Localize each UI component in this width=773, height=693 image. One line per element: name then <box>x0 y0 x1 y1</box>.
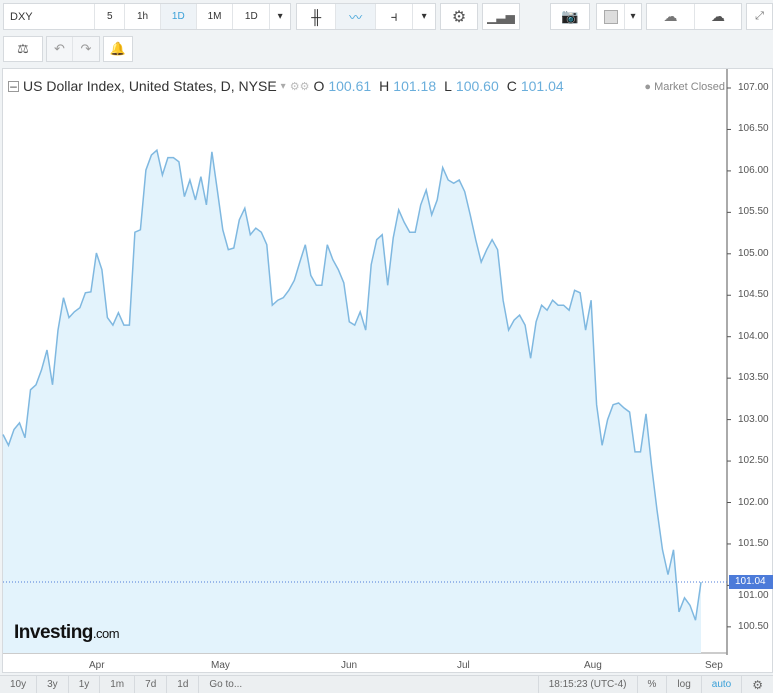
interval-1m[interactable]: 1M <box>197 4 234 29</box>
interval-1d[interactable]: 1D <box>160 4 197 29</box>
market-status: ● Market Closed <box>644 81 725 93</box>
last-price-tag: 101.04 <box>729 575 773 589</box>
chart-type-toolbar: ╫ 〰 ⫞ ▾ <box>296 3 436 30</box>
undo-redo-group: ↶ ↷ <box>46 36 100 62</box>
market-status-text: Market Closed <box>654 81 725 93</box>
interval-1h[interactable]: 1h <box>125 4 161 29</box>
legend-title: US Dollar Index, United States, D, NYSE <box>23 78 277 94</box>
color-group: ▾ <box>596 3 642 30</box>
clock: 18:15:23 (UTC-4) <box>537 676 638 693</box>
color-swatch[interactable] <box>597 4 625 29</box>
range-1d[interactable]: 1d <box>167 676 200 693</box>
close-label: C <box>506 78 517 94</box>
add-alert-icon[interactable]: 🔔 <box>109 41 127 56</box>
gear-icon[interactable]: ⚙ <box>451 8 467 26</box>
candlestick-icon[interactable]: ╫ <box>297 4 337 29</box>
chevron-down-icon[interactable]: ▾ <box>277 11 283 22</box>
cloud-upload-icon[interactable]: ☁ <box>711 8 725 24</box>
y-tick-label: 105.00 <box>738 247 769 259</box>
settings-icon[interactable]: ⚙⚙ <box>289 80 310 93</box>
x-tick-label: Aug <box>584 660 602 671</box>
y-tick-label: 104.50 <box>738 289 769 301</box>
range-1m[interactable]: 1m <box>100 676 136 693</box>
goto-button[interactable]: Go to... <box>209 679 243 690</box>
y-tick-label: 103.50 <box>738 372 769 384</box>
undo-icon[interactable]: ↶ <box>47 37 73 61</box>
symbol-input[interactable]: DXY <box>4 4 96 29</box>
snapshot-group: 📷 <box>550 3 590 30</box>
redo-icon[interactable]: ↷ <box>80 41 92 56</box>
gear-icon[interactable]: ⚙ <box>752 677 763 692</box>
alert-group: 🔔 <box>103 36 133 62</box>
fullscreen-group: ⤢ <box>746 3 773 30</box>
open-value: 100.61 <box>328 78 372 94</box>
collapse-icon[interactable]: – <box>8 80 19 92</box>
y-tick-label: 102.50 <box>738 455 769 467</box>
chart-legend: – US Dollar Index, United States, D, NYS… <box>8 78 564 94</box>
price-area <box>3 150 701 653</box>
low-value: 100.60 <box>455 78 499 94</box>
x-tick-label: May <box>211 660 230 671</box>
settings-group: ⚙ <box>440 3 478 30</box>
camera-icon[interactable]: 📷 <box>561 8 579 24</box>
indicators-group: ▁▃▅ <box>482 3 520 30</box>
indicators-icon[interactable]: ▁▃▅ <box>487 9 515 24</box>
cloud-download-icon[interactable]: ☁ <box>647 4 695 29</box>
range-3y[interactable]: 3y <box>37 676 69 693</box>
high-label: H <box>379 78 390 94</box>
range-10y[interactable]: 10y <box>0 676 38 693</box>
y-tick-label: 106.00 <box>738 164 769 176</box>
interval-toolbar: DXY 5 1h 1D 1M 1D ▾ <box>3 3 291 30</box>
y-tick-label: 106.50 <box>738 123 769 135</box>
y-tick-label: 101.00 <box>738 590 769 601</box>
interval-select[interactable]: 1D <box>233 4 271 29</box>
auto-toggle[interactable]: auto <box>702 676 743 693</box>
chevron-down-icon[interactable]: ▾ <box>630 11 636 22</box>
range-1y[interactable]: 1y <box>69 676 101 693</box>
line-chart-icon[interactable]: 〰 <box>336 4 376 29</box>
investing-logo: Investing.com <box>14 622 120 643</box>
percent-toggle[interactable]: % <box>638 676 668 693</box>
low-label: L <box>444 78 452 94</box>
price-line <box>2 148 702 621</box>
scales-icon[interactable]: ⚖ <box>17 41 29 56</box>
y-tick-label: 105.50 <box>738 206 769 218</box>
y-tick-label: 104.00 <box>738 330 769 342</box>
y-tick-label: 101.50 <box>738 537 769 549</box>
chevron-down-icon[interactable]: ▾ <box>280 80 286 92</box>
open-label: O <box>313 78 325 94</box>
high-value: 101.18 <box>393 78 437 94</box>
range-7d[interactable]: 7d <box>135 676 168 693</box>
bottom-bar: 10y 3y 1y 1m 7d 1d Go to... 18:15:23 (UT… <box>0 675 773 693</box>
close-value: 101.04 <box>520 78 564 94</box>
log-toggle[interactable]: log <box>667 676 702 693</box>
bars-icon[interactable]: ⫞ <box>376 4 414 29</box>
interval-5[interactable]: 5 <box>95 4 126 29</box>
x-tick-label: Jul <box>457 660 470 671</box>
y-tick-label: 100.50 <box>738 620 769 632</box>
cloud-group: ☁ ☁ <box>646 3 742 30</box>
y-tick-label: 107.00 <box>738 82 769 93</box>
x-tick-label: Sep <box>705 660 723 671</box>
y-tick-label: 103.00 <box>738 413 769 425</box>
y-tick-label: 102.00 <box>738 496 769 508</box>
x-tick-label: Jun <box>341 660 358 671</box>
fullscreen-icon[interactable]: ⤢ <box>755 10 764 22</box>
compare-group: ⚖ <box>3 36 43 62</box>
x-tick-label: Apr <box>89 660 105 671</box>
chevron-down-icon[interactable]: ▾ <box>421 11 427 22</box>
status-dot-icon: ● <box>644 81 652 93</box>
